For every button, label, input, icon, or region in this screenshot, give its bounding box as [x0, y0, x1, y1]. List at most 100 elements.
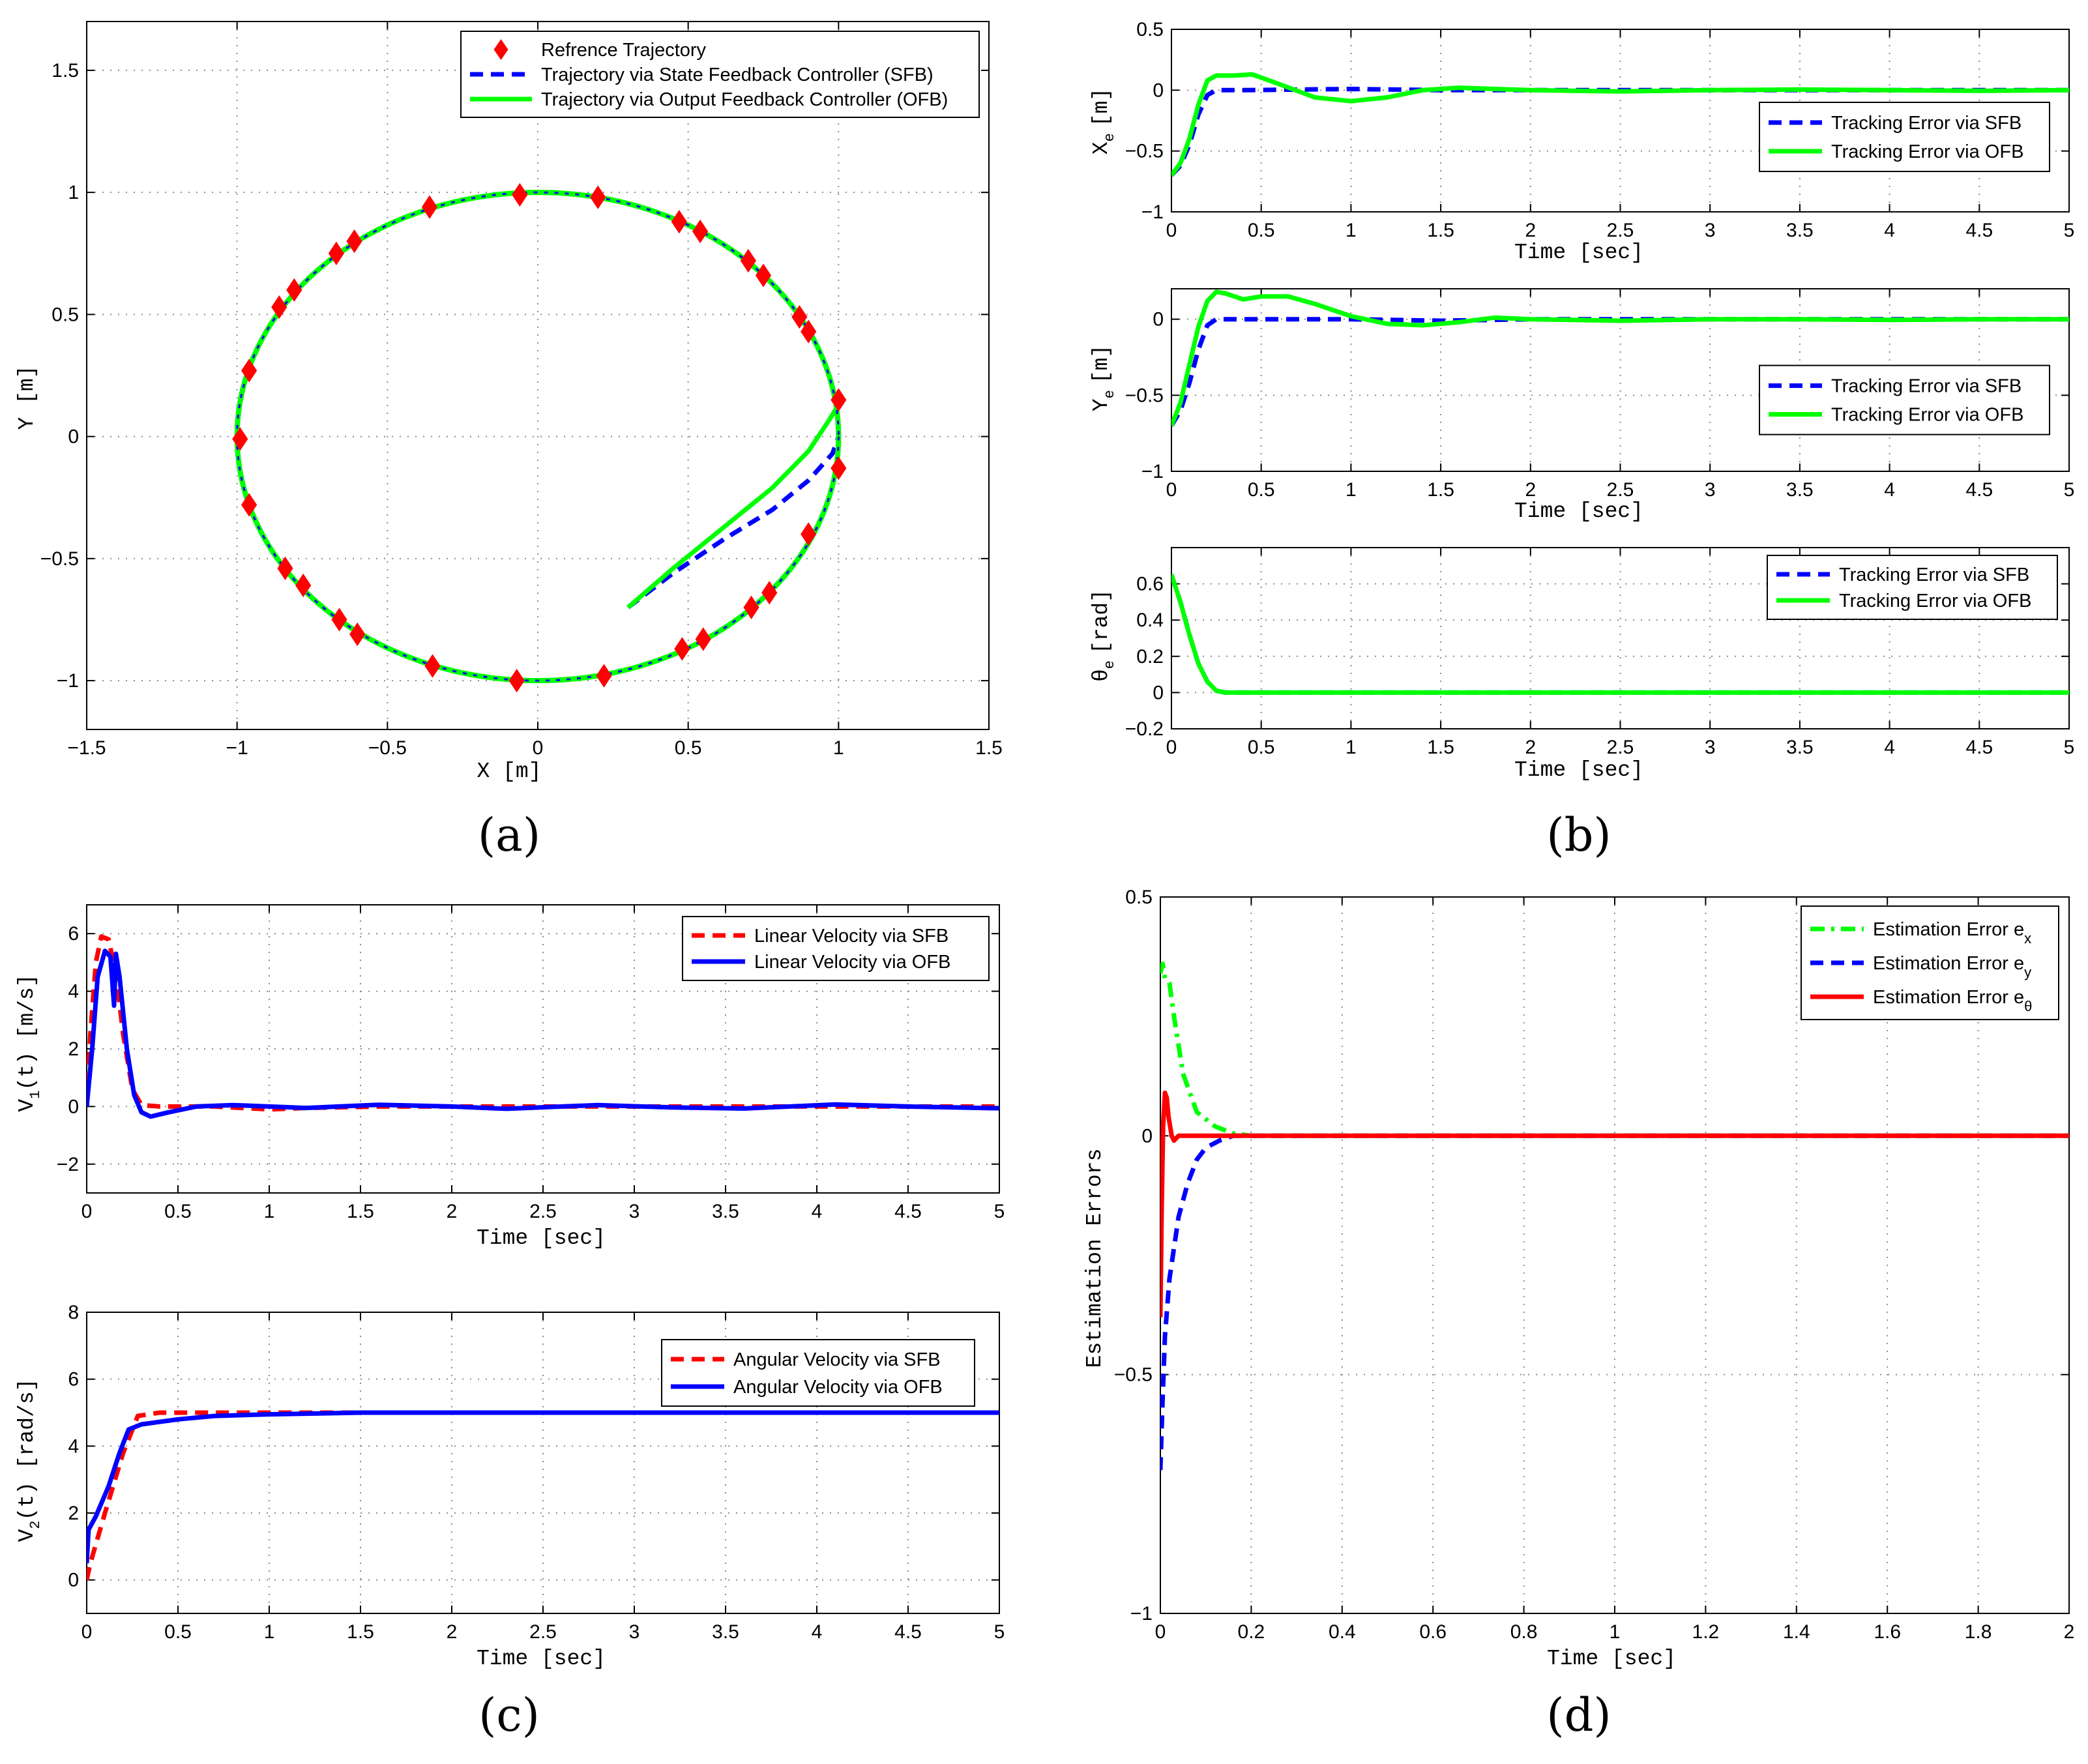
x-tick-label: 3	[629, 1621, 640, 1643]
x-tick-label: 2	[447, 1201, 458, 1222]
reference-marker	[674, 637, 690, 661]
legend-label: Tracking Error via SFB	[1839, 565, 2029, 585]
reference-marker	[695, 627, 711, 651]
plot-area	[86, 21, 990, 730]
x-tick-label: 0.5	[164, 1621, 192, 1643]
series-line-1	[626, 435, 841, 610]
x-tick-label: 4	[1884, 479, 1895, 501]
x-tick-label: 1.5	[975, 737, 1003, 759]
x-tick-label: 3.5	[712, 1621, 739, 1643]
y-tick-label: −0.5	[40, 548, 79, 570]
data-layer	[1171, 574, 2069, 695]
y-tick-label: 6	[68, 1369, 79, 1390]
x-tick-label: 1.5	[1427, 220, 1454, 241]
series-line-1	[87, 1410, 999, 1564]
panel-label-c: (c)	[478, 1688, 540, 1742]
reference-marker	[286, 278, 302, 302]
x-tick-label: 0.8	[1510, 1621, 1538, 1643]
x-tick-label: 2	[1525, 479, 1536, 501]
y-axis-label: Estimation Errors	[1083, 1149, 1107, 1368]
reference-marker	[801, 319, 817, 344]
x-tick-label: 5	[994, 1621, 1005, 1643]
x-tick-label: 0.5	[675, 737, 702, 759]
y-axis-label: Xe[m]	[1089, 88, 1118, 154]
x-tick-label: 4.5	[1965, 479, 1993, 501]
reference-marker	[692, 220, 709, 244]
reference-marker	[346, 229, 362, 254]
data-layer	[1171, 289, 2069, 427]
x-axis-label: Time [sec]	[477, 1647, 606, 1671]
y-tick-label: 8	[68, 1302, 79, 1323]
legend: Tracking Error via SFB Tracking Error via…	[1759, 102, 2050, 172]
x-tick-label: 1	[1345, 737, 1357, 758]
x-tick-label: 3	[1705, 479, 1716, 501]
legend-label: Angular Velocity via OFB	[733, 1377, 943, 1398]
y-tick-label: 0.5	[51, 304, 79, 325]
x-tick-label: 3.5	[1786, 737, 1814, 758]
x-tick-label: 4.5	[894, 1621, 922, 1643]
y-tick-label: 6	[68, 923, 79, 945]
x-tick-label: 1	[1345, 479, 1357, 501]
y-tick-label: −1	[1130, 1603, 1153, 1624]
series-line-1	[1171, 72, 2069, 177]
x-tick-label: 0	[1155, 1621, 1166, 1643]
x-tick-label: −1	[226, 737, 248, 759]
x-tick-label: 0	[1166, 220, 1177, 241]
x-tick-label: −1.5	[67, 737, 106, 759]
series-line-2	[1160, 1090, 2069, 1317]
reference-marker	[421, 195, 437, 219]
legend-label: Trajectory via Output Feedback Controlle…	[541, 89, 948, 110]
x-tick-label: 1	[264, 1621, 275, 1643]
x-tick-label: 0	[1166, 479, 1177, 501]
x-tick-label: 0.4	[1329, 1621, 1356, 1643]
x-tick-label: 1.5	[1427, 737, 1454, 758]
x-axis-label: X [m]	[477, 759, 541, 784]
legend: Angular Velocity via SFB Angular Velocity…	[661, 1339, 975, 1407]
x-tick-label: 2	[2064, 1621, 2075, 1643]
legend-box	[682, 916, 990, 981]
x-tick-label: 1.8	[1965, 1621, 1992, 1643]
y-tick-label: −1	[57, 670, 79, 692]
x-tick-label: 3	[629, 1201, 640, 1222]
x-tick-label: 1	[833, 737, 844, 759]
reference-marker	[831, 456, 847, 480]
y-tick-label: 0	[68, 1096, 79, 1117]
reference-marker	[271, 295, 287, 319]
reference-marker	[328, 241, 344, 265]
legend-label: Tracking Error via OFB	[1831, 405, 2023, 426]
x-tick-label: 2	[1525, 220, 1536, 241]
y-tick-label: 1	[68, 182, 79, 203]
x-tick-label: 1	[1345, 220, 1357, 241]
panel-label-a: (a)	[478, 808, 540, 862]
x-tick-label: 0.2	[1238, 1621, 1265, 1643]
x-tick-label: 3.5	[712, 1201, 739, 1222]
series-line-1	[87, 948, 999, 1119]
reference-marker	[241, 359, 257, 383]
legend-subscript: y	[2024, 964, 2031, 980]
x-tick-label: 4	[812, 1201, 823, 1222]
x-tick-label: 0.5	[164, 1201, 192, 1222]
y-tick-label: 0	[1153, 80, 1164, 101]
x-axis-label: Time [sec]	[477, 1226, 606, 1250]
legend: Linear Velocity via SFB Linear Velocity v…	[682, 916, 990, 981]
theta-tracking-error-chart: Time [sec] θe[rad] 0 0.5 1 1.5 2 2.5 3 3.5 4 4.5 5…	[1089, 547, 2074, 782]
legend-box	[661, 1339, 975, 1407]
y-tick-label: −0.5	[1114, 1364, 1153, 1386]
legend: Refrence Trajectory Trajectory via State …	[460, 31, 980, 118]
y-tick-label: 1.5	[51, 60, 79, 81]
x-axis-label: Time [sec]	[1547, 1647, 1676, 1671]
x-tick-label: 5	[2064, 479, 2075, 501]
y-tick-label: 0	[1141, 1125, 1153, 1147]
legend-label: Angular Velocity via SFB	[733, 1349, 941, 1370]
y-tick-label: 2	[68, 1503, 79, 1524]
reference-marker	[331, 608, 347, 632]
x-tick-label: 0	[81, 1621, 93, 1643]
x-tick-label: 1.4	[1783, 1621, 1810, 1643]
series-line-0	[1160, 962, 2069, 1138]
estimation-errors-chart: Time [sec] Estimation Errors 0 0.2 0.4 0.6 0…	[1083, 887, 2074, 1671]
x-tick-label: 1.6	[1874, 1621, 1901, 1643]
reference-marker	[512, 183, 528, 207]
legend-subscript: θ	[2024, 998, 2032, 1014]
y-tracking-error-chart: Time [sec] Ye[m] 0 0.5 1 1.5 2 2.5 3 3.5 4 4.5 5 −1…	[1089, 288, 2075, 523]
